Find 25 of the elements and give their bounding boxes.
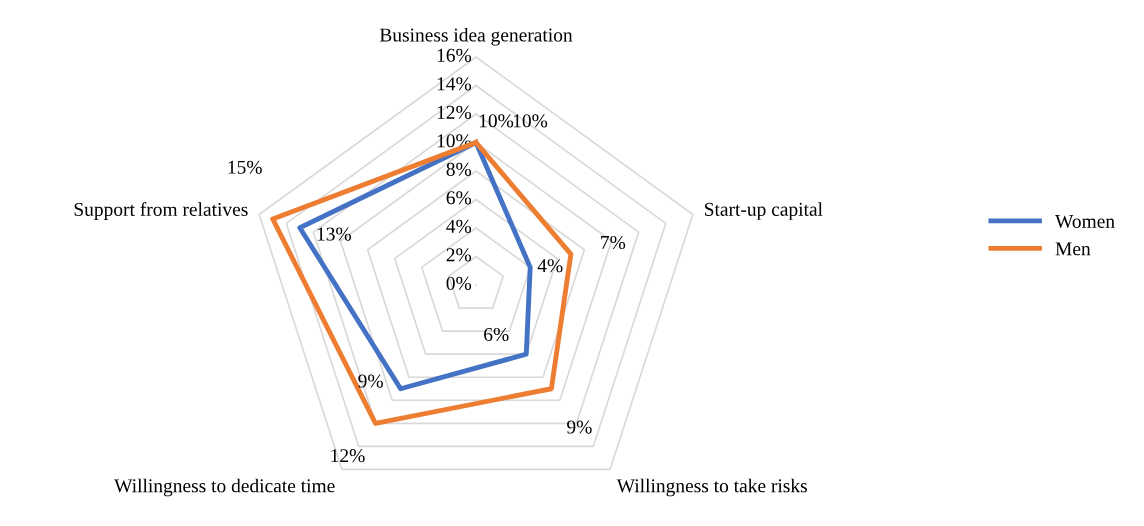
text: 10%	[513, 114, 548, 128]
spoke-label: Willingness to take risks	[616, 478, 807, 497]
spoke-label: Willingness to dedicate time	[114, 478, 335, 497]
y-tick-label: 2%	[446, 248, 472, 262]
legend-label: Women	[1055, 214, 1115, 228]
y-tick-label: 12%	[437, 105, 472, 119]
spoke-label: Support from relatives	[74, 202, 248, 220]
text: 12%	[331, 449, 365, 463]
text: 10%	[479, 114, 514, 128]
legend-label: Men	[1055, 242, 1091, 256]
spoke-label: Business idea generation	[379, 27, 573, 46]
y-tick-label: 4%	[446, 219, 472, 233]
y-tick-label: 6%	[446, 191, 472, 205]
text: 6%	[484, 327, 509, 342]
text: 9%	[358, 374, 383, 388]
y-tick-label: 8%	[446, 162, 472, 176]
text: 15%	[228, 160, 262, 174]
y-tick-label: 14%	[437, 77, 472, 91]
text: 9%	[567, 420, 592, 434]
spoke-label: Start-up capital	[704, 202, 823, 220]
y-tick-label: 16%	[437, 48, 472, 62]
y-tick-label: 0%	[446, 276, 472, 290]
text: 4%	[537, 259, 563, 273]
text: 7%	[601, 235, 626, 250]
text: 13%	[317, 227, 351, 241]
